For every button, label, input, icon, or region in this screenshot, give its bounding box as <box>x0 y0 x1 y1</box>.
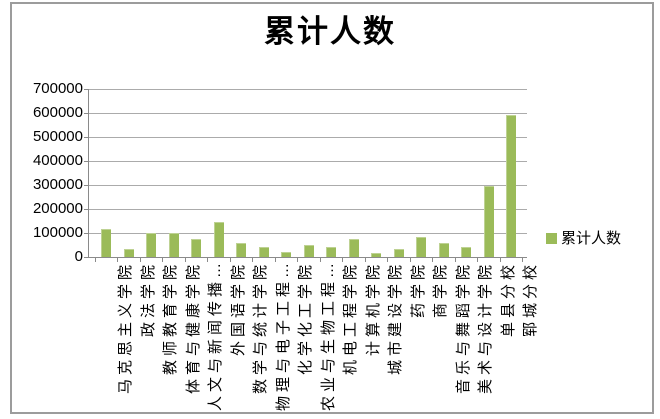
y-axis-tick-label: 200000 <box>32 200 83 217</box>
y-axis-line <box>88 89 89 258</box>
bar <box>259 247 269 257</box>
x-axis-tick <box>95 257 96 262</box>
legend-series-label: 累计人数 <box>561 230 622 247</box>
bar <box>439 243 449 257</box>
x-axis-category-label: 政法学院 <box>140 261 157 338</box>
y-axis-tick-label: 0 <box>74 248 83 265</box>
x-axis-tick <box>365 257 366 262</box>
x-axis-tick <box>477 257 478 262</box>
y-axis-tick <box>84 209 88 210</box>
x-axis-tick <box>230 257 231 262</box>
bar <box>124 249 134 257</box>
gridline <box>88 233 527 234</box>
y-axis-tick-label: 600000 <box>32 104 83 121</box>
x-axis-tick <box>432 257 433 262</box>
y-axis-tick <box>84 113 88 114</box>
y-axis-tick-label: 300000 <box>32 176 83 193</box>
bar <box>371 253 381 257</box>
y-axis-tick-label: 500000 <box>32 128 83 145</box>
x-axis-tick <box>500 257 501 262</box>
x-axis-tick <box>342 257 343 262</box>
y-axis-tick <box>84 161 88 162</box>
x-axis-category-label: 美术与设计学院 <box>477 261 494 395</box>
chart-border-frame <box>10 2 654 414</box>
x-axis-category-label: 药学院 <box>410 261 427 319</box>
x-axis-category-label: 计算机学院 <box>365 261 382 357</box>
x-axis-category-label: 教师教育学院 <box>162 261 179 376</box>
y-axis-tick <box>84 137 88 138</box>
gridline <box>88 137 527 138</box>
x-axis-category-label: 马克思主义学院 <box>117 261 134 395</box>
x-axis-tick <box>117 257 118 262</box>
bar <box>214 222 224 257</box>
x-axis-category-label: 人文与新闻传播… <box>207 258 224 411</box>
bar <box>281 252 291 257</box>
y-axis-tick <box>84 185 88 186</box>
x-axis-category-label: 物理与电子工程… <box>275 258 292 411</box>
x-axis-tick <box>410 257 411 262</box>
bar <box>394 249 404 257</box>
x-axis-tick <box>297 257 298 262</box>
x-axis-tick <box>275 257 276 262</box>
x-axis-category-label: 商学院 <box>432 261 449 319</box>
x-axis-tick <box>207 257 208 262</box>
x-axis-line <box>84 257 527 258</box>
x-axis-tick <box>320 257 321 262</box>
gridline <box>88 89 527 90</box>
y-axis-tick-label: 400000 <box>32 152 83 169</box>
x-axis-tick <box>252 257 253 262</box>
gridline <box>88 113 527 114</box>
x-axis-tick <box>162 257 163 262</box>
x-axis-category-label: 体育与健康学院 <box>185 261 202 395</box>
x-axis-category-label: 数学与统计学院 <box>252 261 269 395</box>
x-axis-category-label: 机电工程学院 <box>342 261 359 376</box>
x-axis-category-label: 单县分校 <box>500 261 517 338</box>
bar <box>304 245 314 257</box>
y-axis-tick <box>84 233 88 234</box>
gridline <box>88 209 527 210</box>
legend: 累计人数 <box>546 231 621 246</box>
y-axis-tick-label: 700000 <box>32 80 83 97</box>
x-axis-category-label: 城市建设学院 <box>387 261 404 376</box>
x-axis-tick <box>522 257 523 262</box>
x-axis-category-label: 农业与生物工程… <box>320 258 337 411</box>
bar <box>101 229 111 257</box>
x-axis-tick <box>387 257 388 262</box>
x-axis-tick <box>455 257 456 262</box>
x-axis-tick <box>140 257 141 262</box>
bar <box>236 243 246 257</box>
bar <box>349 239 359 257</box>
y-axis-tick-label: 100000 <box>32 224 83 241</box>
gridline <box>88 185 527 186</box>
gridline <box>88 161 527 162</box>
x-axis-category-label: 外国语学院 <box>230 261 247 357</box>
bar <box>484 186 494 257</box>
x-axis-tick <box>185 257 186 262</box>
bar <box>146 233 156 257</box>
legend-swatch-icon <box>546 233 557 244</box>
x-axis-category-label: 郓城分校 <box>522 261 539 338</box>
bar <box>326 247 336 257</box>
x-axis-category-label: 音乐与舞蹈学院 <box>455 261 472 395</box>
bar <box>506 115 516 257</box>
x-axis-category-label: 化学化工学院 <box>297 261 314 376</box>
chart-title: 累计人数 <box>264 14 396 49</box>
y-axis-tick <box>84 89 88 90</box>
bar <box>416 237 426 257</box>
bar <box>461 247 471 257</box>
bar <box>169 233 179 257</box>
bar <box>191 239 201 257</box>
